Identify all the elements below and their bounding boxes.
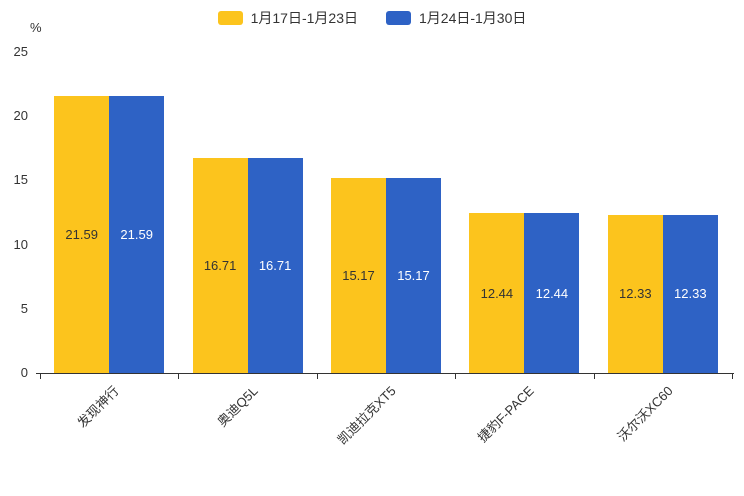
x-axis-label: 凯迪拉克XT5 [334, 383, 399, 448]
y-tick-label: 15 [13, 172, 28, 188]
bar-value-label: 12.44 [535, 285, 569, 301]
x-axis-label: 捷豹F-PACE [475, 383, 538, 446]
bar-value-label: 16.71 [203, 258, 237, 274]
plot-area: 21.59 21.59 16.71 16.71 15.17 15.17 12.44 12.44… [40, 52, 732, 373]
legend-label: 1月24日-1月30日 [419, 10, 527, 26]
bar: 15.17 [331, 178, 386, 373]
bar: 16.71 [192, 158, 248, 373]
bar: 12.33 [662, 214, 718, 373]
y-tick-label: 10 [13, 236, 28, 252]
x-axis-label: 奥迪Q5L [213, 383, 261, 430]
bar: 12.44 [524, 213, 580, 373]
bar: 21.59 [54, 95, 110, 373]
bar: 12.33 [607, 214, 663, 373]
y-axis-unit: % [30, 20, 42, 35]
bar-value-label: 21.59 [120, 226, 153, 242]
legend-swatch [386, 11, 411, 25]
bar: 16.71 [247, 158, 303, 373]
legend-swatch [217, 11, 243, 25]
bar-value-label: 12.44 [480, 285, 514, 301]
x-tick-mark [732, 374, 733, 379]
bar-value-label: 16.71 [258, 258, 292, 274]
chart-legend: 1月17日-1月23日 1月24日-1月30日 [0, 8, 744, 28]
y-tick-label: 20 [13, 108, 28, 124]
bar-value-label: 15.17 [342, 268, 375, 284]
bar: 15.17 [386, 178, 441, 373]
y-tick-label: 5 [20, 300, 28, 316]
bar: 12.44 [469, 213, 525, 373]
bar-value-label: 12.33 [619, 286, 652, 302]
legend-item[interactable]: 1月24日-1月30日 [386, 8, 526, 28]
legend-label: 1月17日-1月23日 [250, 10, 358, 26]
legend-item[interactable]: 1月17日-1月23日 [217, 8, 358, 28]
bar-value-label: 21.59 [65, 226, 98, 242]
y-axis: 0 5 10 15 20 25 [0, 0, 30, 496]
x-tick-mark [316, 374, 318, 379]
x-axis-line [36, 373, 734, 374]
y-tick-label: 25 [13, 44, 28, 59]
bar-value-label: 12.33 [674, 286, 707, 302]
bar-value-label: 15.17 [397, 268, 430, 284]
x-tick-mark [40, 374, 41, 379]
x-tick-mark [593, 374, 595, 379]
x-tick-mark [178, 374, 180, 379]
x-axis-label: 沃尔沃XC60 [614, 383, 676, 445]
x-tick-mark [455, 374, 457, 379]
y-tick-label: 0 [20, 365, 28, 380]
bar: 21.59 [109, 95, 165, 373]
x-axis-label: 发现神行 [74, 383, 122, 431]
